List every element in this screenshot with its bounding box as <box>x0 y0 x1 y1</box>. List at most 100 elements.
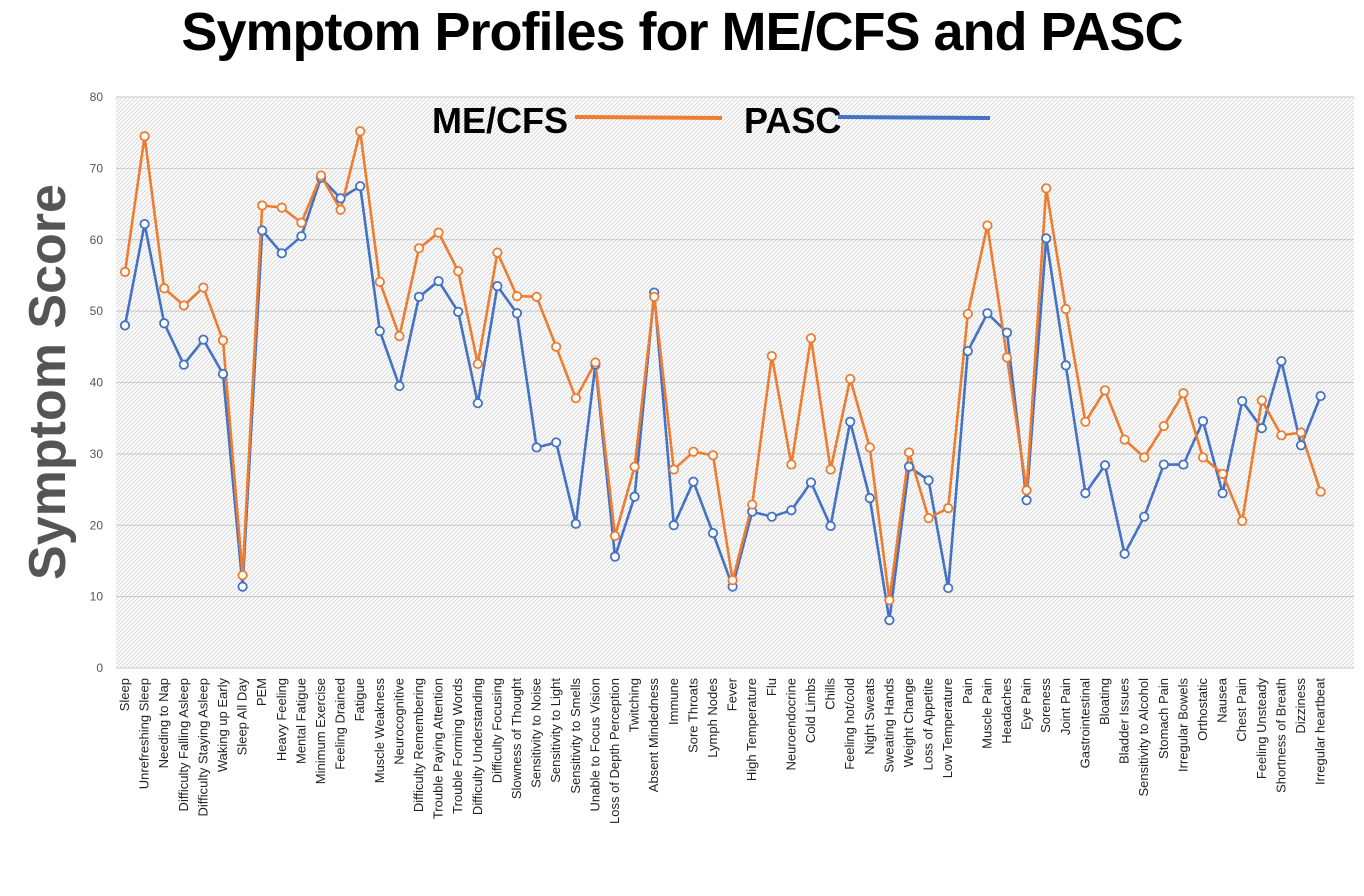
data-point-me-cfs <box>1041 183 1052 194</box>
x-tick-label: Difficulty Falling Asleep <box>176 678 191 811</box>
x-tick-label: Loss of Appetite <box>921 678 936 771</box>
x-tick-label: Bloating <box>1097 678 1112 725</box>
x-tick-label: Feeling Drained <box>333 678 348 770</box>
x-tick-label: Muscle Pain <box>979 678 994 749</box>
data-point-me-cfs <box>570 393 581 404</box>
data-point-me-cfs <box>1256 395 1267 406</box>
x-tick-label: Sweating Hands <box>881 678 896 773</box>
series-points <box>119 126 1326 626</box>
data-point-pasc <box>257 225 268 236</box>
x-tick-label: Chest Pain <box>1234 678 1249 742</box>
data-point-me-cfs <box>747 499 758 510</box>
data-point-me-cfs <box>1178 388 1189 399</box>
data-point-me-cfs <box>551 341 562 352</box>
x-tick-label: Minimum Exercise <box>313 678 328 784</box>
data-point-me-cfs <box>433 227 444 238</box>
x-tick-label: Irregular heartbeat <box>1313 678 1328 785</box>
x-tick-label: Neurocognitive <box>391 678 406 765</box>
x-tick-label: Fever <box>725 677 740 711</box>
x-tick-label: Feeling hot/cold <box>842 678 857 770</box>
data-point-me-cfs <box>688 446 699 457</box>
legend-swatch <box>837 115 991 120</box>
data-point-me-cfs <box>1197 452 1209 463</box>
x-tick-label: Mental Fatigue <box>293 678 308 764</box>
data-point-pasc <box>217 368 229 380</box>
data-point-me-cfs <box>453 266 464 277</box>
data-point-me-cfs <box>649 291 660 302</box>
data-point-pasc <box>335 193 346 204</box>
x-tick-label: Unable to Focus Vision <box>587 678 602 811</box>
data-point-pasc <box>1021 495 1032 506</box>
x-tick-label: Chills <box>823 678 838 710</box>
data-point-pasc <box>159 318 170 329</box>
y-tick-label: 10 <box>90 590 104 604</box>
x-tick-label: Slowness of Thought <box>509 678 524 800</box>
data-point-pasc <box>1197 415 1209 427</box>
y-tick-label: 30 <box>90 447 104 461</box>
data-point-me-cfs <box>1021 485 1032 496</box>
data-point-pasc <box>825 520 836 532</box>
data-point-me-cfs <box>1119 434 1130 445</box>
data-point-pasc <box>1276 355 1287 367</box>
data-point-me-cfs <box>786 459 797 470</box>
data-point-me-cfs <box>805 333 817 344</box>
data-point-me-cfs <box>923 513 934 524</box>
data-point-pasc <box>707 528 719 539</box>
x-tick-label: Sleep All Day <box>235 678 250 756</box>
x-tick-label: Orthostatic <box>1195 678 1210 741</box>
x-tick-label: Sore Throats <box>685 678 700 753</box>
data-point-pasc <box>1099 460 1111 471</box>
x-tick-label: Gastrointestinal <box>1077 678 1092 768</box>
x-tick-label: Pain <box>960 678 975 704</box>
y-tick-label: 0 <box>96 661 103 675</box>
x-tick-label: Sensitivity to Noise <box>529 678 544 788</box>
data-point-me-cfs <box>296 217 307 228</box>
data-point-me-cfs <box>1217 468 1228 479</box>
data-point-me-cfs <box>159 283 170 294</box>
y-tick-label: 50 <box>90 304 104 318</box>
data-point-pasc <box>903 461 915 472</box>
legend-label: PASC <box>744 100 841 141</box>
data-point-pasc <box>119 320 131 331</box>
data-point-pasc <box>1178 459 1189 470</box>
legend: ME/CFS PASC <box>432 100 991 141</box>
data-point-pasc <box>1237 395 1248 407</box>
data-point-me-cfs <box>413 243 425 254</box>
data-point-me-cfs <box>237 570 248 581</box>
data-point-me-cfs <box>962 308 973 320</box>
x-tick-label: PEM <box>254 678 269 706</box>
data-point-pasc <box>1080 488 1091 499</box>
data-point-pasc <box>668 520 679 531</box>
data-point-me-cfs <box>1099 385 1111 396</box>
y-tick-label: 60 <box>90 233 104 247</box>
data-point-pasc <box>1256 423 1267 434</box>
x-tick-label: Bladder Issues <box>1117 678 1132 764</box>
x-tick-label: Heavy Feeling <box>274 678 289 761</box>
x-tick-label: Shortness of Breath <box>1273 678 1288 793</box>
data-point-pasc <box>1139 511 1150 522</box>
data-point-pasc <box>1041 233 1052 244</box>
data-point-me-cfs <box>943 503 954 514</box>
x-tick-label: Difficulty Remembering <box>411 678 426 812</box>
data-point-me-cfs <box>276 202 287 213</box>
data-point-pasc <box>139 218 150 230</box>
x-tick-labels: Sleep Unrefreshing Sleep Needing to Nap Dif… <box>117 677 1328 824</box>
data-point-pasc <box>805 477 817 488</box>
data-point-me-cfs <box>1295 427 1307 438</box>
data-point-pasc <box>923 475 934 486</box>
data-point-pasc <box>1158 459 1169 470</box>
data-point-me-cfs <box>845 373 856 385</box>
data-point-pasc <box>982 308 993 319</box>
data-point-me-cfs <box>217 335 229 346</box>
data-point-pasc <box>1315 390 1326 402</box>
data-point-me-cfs <box>531 291 542 302</box>
data-point-me-cfs <box>335 204 346 215</box>
data-point-pasc <box>766 511 777 522</box>
data-point-me-cfs <box>119 266 131 277</box>
data-point-me-cfs <box>139 131 150 142</box>
data-point-pasc <box>1119 548 1130 559</box>
data-point-pasc <box>296 231 307 242</box>
x-tick-label: Weight Change <box>901 678 916 767</box>
data-point-me-cfs <box>1158 420 1169 432</box>
